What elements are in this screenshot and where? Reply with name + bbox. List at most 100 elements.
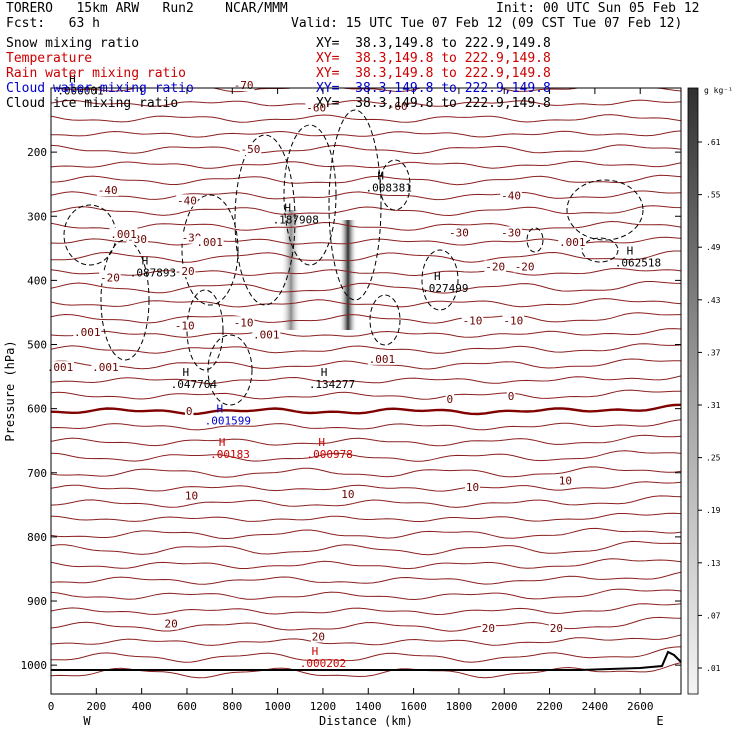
temperature-contours [51, 88, 681, 679]
temperature-label-bg [310, 630, 326, 643]
colorbar-unit: g kg⁻¹ [704, 86, 733, 95]
temperature-label: -30 [501, 226, 521, 239]
legend-item-xy: XY= 38.3,149.8 to 222.9,149.8 [316, 66, 551, 81]
cloud-contour [369, 294, 401, 346]
isotherm-line [51, 466, 681, 478]
max-value-label: .087893 [130, 267, 176, 280]
max-value-label: .047704 [171, 378, 218, 391]
x-axis: 0 200 400 600 800 1000 1200 1400 1600 1800 2000 220… [48, 88, 653, 713]
x-tick-label: 0 [48, 700, 55, 713]
y-tick-label: 500 [27, 339, 47, 352]
cloud-contour [234, 134, 296, 306]
y-tick-label: 800 [27, 531, 47, 544]
cloud-label-bg [91, 361, 120, 374]
max-value-label: .027499 [422, 282, 468, 295]
terrain-line [51, 650, 682, 671]
temperature-label-bg [173, 319, 196, 332]
colorbar-tick-label: .49 [706, 243, 721, 252]
cloud-label-bg [195, 236, 224, 249]
max-value-label: .062518 [615, 256, 661, 269]
max-value-label: .000202 [300, 657, 346, 670]
temperature-label: 0 [447, 393, 454, 406]
x-tick-label: 1400 [355, 700, 382, 713]
cloud-contour [526, 227, 544, 253]
isotherm-line [51, 603, 681, 616]
cloud-label: .001 [369, 353, 396, 366]
cloud-label-bg [367, 352, 396, 365]
isotherm-line [51, 419, 681, 431]
cloud-contour [566, 179, 644, 241]
temperature-label-bg [513, 260, 536, 273]
temperature-label-bg [445, 393, 455, 406]
cloud-contour [100, 239, 150, 361]
cloud-label: .001 [253, 328, 280, 341]
y-tick-label: 1000 [21, 659, 48, 672]
max-marker: H [318, 436, 325, 449]
temperature-label: -40 [98, 184, 118, 197]
max-marker: H [627, 244, 634, 257]
temperature-label: 10 [466, 481, 479, 494]
max-marker: H [219, 436, 226, 449]
max-marker: H [434, 270, 441, 283]
y-tick-label: 600 [27, 403, 47, 416]
isotherm-line [51, 571, 681, 585]
temperature-label-bg [176, 194, 198, 207]
isotherm-line [51, 646, 681, 663]
legend-item-xy: XY= 38.3,149.8 to 222.9,149.8 [316, 96, 551, 111]
cloud-label: .001 [74, 326, 101, 339]
legend-item-name: Cloud ice mixing ratio [6, 96, 179, 111]
cloud-label-bg [252, 328, 281, 341]
temperature-label: -70 [234, 79, 254, 92]
temperature-label: 10 [185, 489, 198, 502]
isotherm-line [51, 450, 681, 462]
legend-item-name: Temperature [6, 51, 93, 66]
isotherm-line [51, 205, 681, 217]
x-tick-label: 1800 [446, 700, 473, 713]
max-value-label: .00183 [210, 448, 250, 461]
max-value-label: .001599 [205, 415, 251, 428]
isotherm-line [51, 389, 681, 400]
isotherm-line [51, 250, 681, 263]
legend-item-xy: XY= 38.3,149.8 to 222.9,149.8 [316, 51, 551, 66]
colorbar-tick-label: .31 [706, 401, 721, 410]
cloud-contour [328, 109, 382, 301]
isotherm-line [51, 358, 681, 370]
temperature-label: 20 [550, 622, 563, 635]
temperature-label: 10 [341, 488, 354, 501]
cloud-contour [181, 194, 239, 306]
cloud-contour [283, 124, 337, 266]
temperature-label-bg [548, 622, 564, 635]
header-forecast: Fcst: 63 h [6, 16, 100, 31]
max-marker: H [312, 645, 319, 658]
west-label: W [83, 714, 91, 728]
cloud-contour [379, 159, 411, 211]
y-tick-label: 900 [27, 595, 47, 608]
temperature-label-bg [184, 489, 200, 502]
colorbar-tick-label: .01 [706, 664, 721, 673]
temperature-label-bg [386, 100, 409, 113]
temperature-label: 0 [508, 390, 515, 403]
colorbar-tick-label: .25 [706, 454, 721, 463]
temperature-label-bg [500, 189, 522, 202]
isotherm-line [51, 588, 681, 601]
legend-item-name: Cloud water mixing ratio [6, 81, 194, 96]
colorbar-tick-label: .19 [706, 506, 721, 515]
isotherm-line [51, 616, 681, 632]
isotherm-line [51, 160, 681, 169]
isotherm-line [51, 312, 681, 324]
legend-item-name: Rain water mixing ratio [6, 66, 187, 81]
temperature-label: -10 [503, 314, 523, 327]
cloud-label-bg [46, 361, 75, 374]
colorbar-ticks: .01 .07 .13 .19 .25 .31 .37 .43 .49 .55 .61 [698, 138, 721, 673]
cloud-label: .001 [559, 236, 586, 249]
temperature-label: -20 [100, 271, 120, 284]
temperature-label: -20 [175, 265, 195, 278]
cloud-label: .001 [196, 236, 223, 249]
temperature-label-bg [96, 184, 119, 197]
temperature-label: 20 [482, 622, 495, 635]
max-marker: H [69, 72, 76, 85]
temperature-label-bg [465, 481, 481, 494]
max-value-label: .008381 [365, 181, 411, 194]
cloud-label: .001 [92, 361, 119, 374]
